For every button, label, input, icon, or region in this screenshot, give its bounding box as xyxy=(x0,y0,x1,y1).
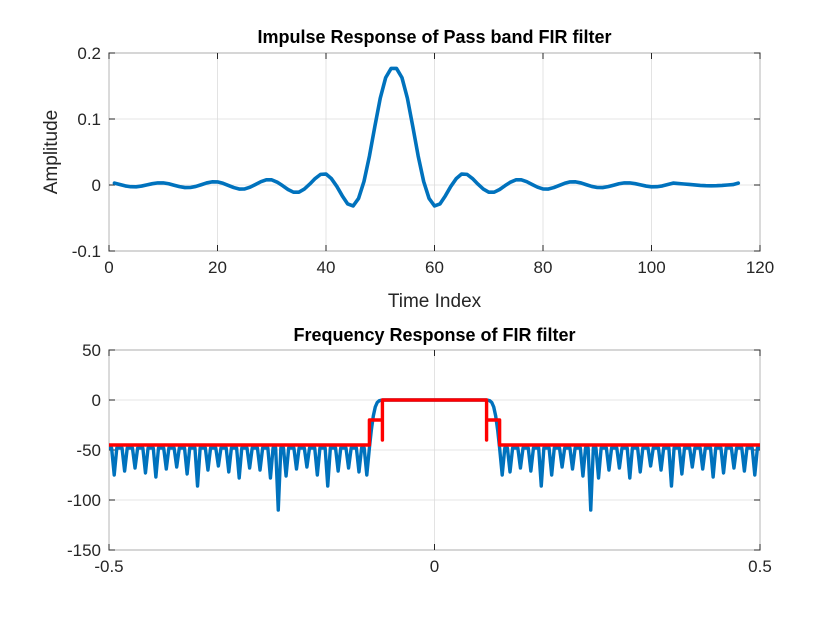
y-tick-label: -0.1 xyxy=(72,242,101,261)
y-tick-label: -50 xyxy=(76,441,101,460)
x-axis-label: Time Index xyxy=(388,291,482,312)
series-line xyxy=(109,398,760,447)
x-tick-label: 0 xyxy=(104,258,113,277)
y-tick-label: 0.1 xyxy=(77,110,101,129)
series-group xyxy=(109,398,760,512)
frequency-response-plot: -0.5 0 0.5 -150 -100 -50 0 50 Frequency Respons… xyxy=(67,325,772,576)
x-tick-label: 60 xyxy=(425,258,444,277)
x-tick-label: 120 xyxy=(746,258,774,277)
x-tick-label: 0 xyxy=(430,557,439,576)
chart-title: Impulse Response of Pass band FIR filter xyxy=(257,27,611,47)
y-tick-label: 0 xyxy=(92,391,101,410)
x-tick-label: 0.5 xyxy=(748,557,772,576)
series-line xyxy=(112,66,741,208)
x-tick-label: 20 xyxy=(208,258,227,277)
y-tick-label: -100 xyxy=(67,491,101,510)
chart-title: Frequency Response of FIR filter xyxy=(293,325,575,345)
y-tick-label: 0 xyxy=(92,176,101,195)
x-tick-label: -0.5 xyxy=(94,557,123,576)
tick-labels: -0.5 0 0.5 -150 -100 -50 0 50 xyxy=(67,341,772,576)
y-tick-label: 0.2 xyxy=(77,44,101,63)
tick-labels: 0 20 40 60 80 100 120-0.100.10.2 xyxy=(72,44,774,277)
y-tick-label: -150 xyxy=(67,541,101,560)
impulse-response-plot: 0 20 40 60 80 100 120-0.100.10.2 Impulse Respo… xyxy=(41,27,774,312)
x-tick-label: 100 xyxy=(637,258,665,277)
x-tick-label: 80 xyxy=(534,258,553,277)
ticks xyxy=(108,52,761,252)
y-tick-label: 50 xyxy=(82,341,101,360)
y-axis-label: Amplitude xyxy=(41,110,62,195)
x-tick-label: 40 xyxy=(317,258,336,277)
series-group xyxy=(112,66,741,208)
